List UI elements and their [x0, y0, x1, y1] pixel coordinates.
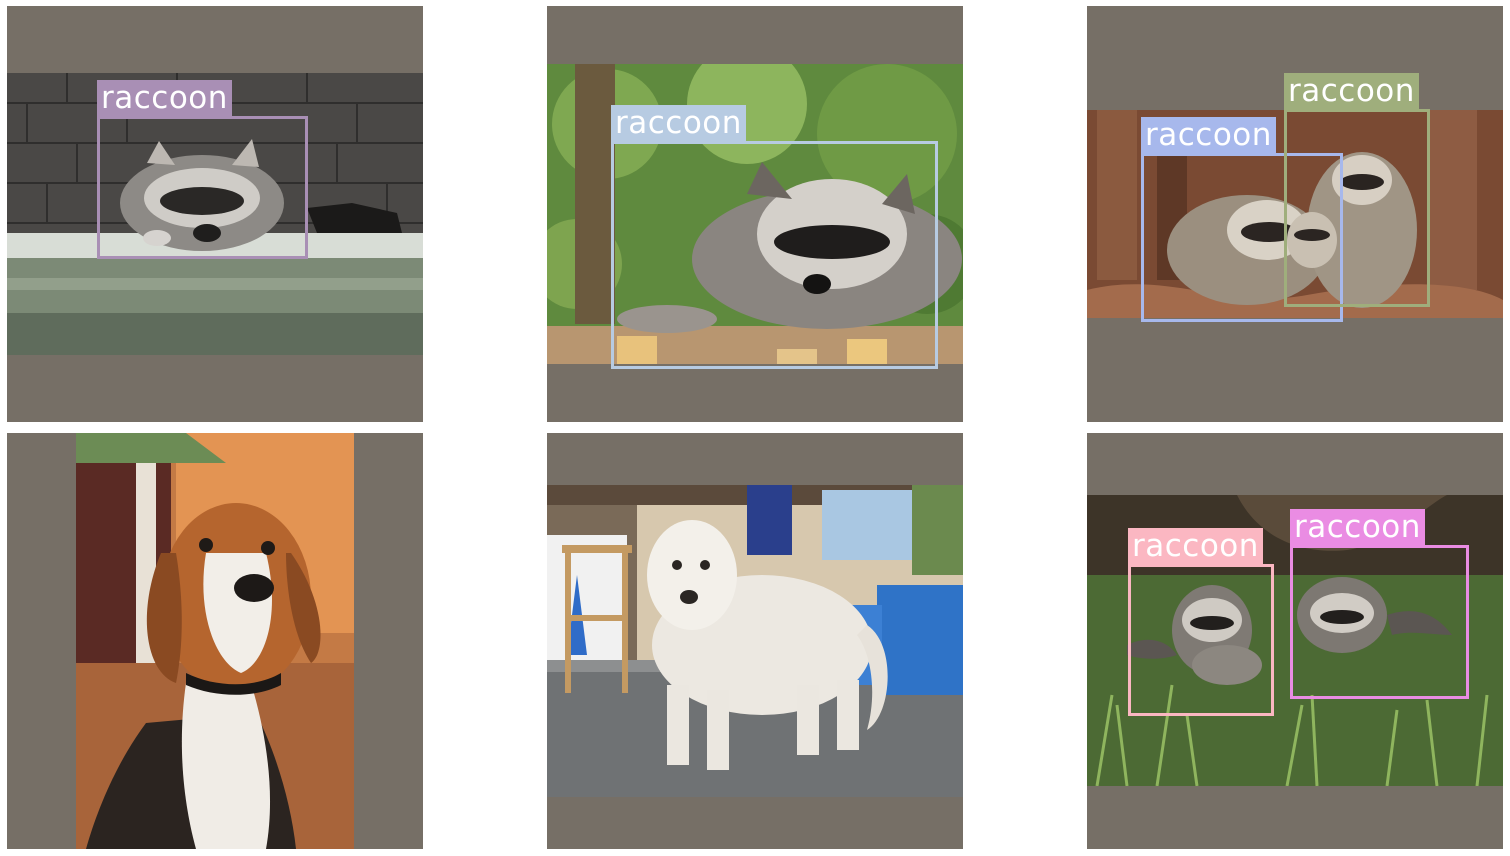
detection-label-2: raccoon — [611, 105, 746, 141]
photo-raccoons-roots — [1087, 110, 1503, 318]
detection-label-6a: raccoon — [1128, 528, 1263, 564]
bounding-box-6b — [1290, 545, 1469, 699]
detection-label-6b: raccoon — [1290, 509, 1425, 545]
detection-label-3b: raccoon — [1284, 73, 1419, 109]
image-tile-5 — [547, 433, 963, 849]
bounding-box-2 — [611, 141, 938, 369]
photo-beagle — [76, 433, 354, 849]
bounding-box-1 — [97, 116, 308, 259]
photo-white-dog — [547, 485, 963, 797]
image-tile-1: raccoon — [7, 6, 423, 422]
image-tile-3: raccoon raccoon — [1087, 6, 1503, 422]
image-tile-6: raccoon raccoon — [1087, 433, 1503, 849]
image-tile-4 — [7, 433, 423, 849]
detection-label-1: raccoon — [97, 80, 232, 116]
bounding-box-3b — [1284, 109, 1430, 307]
bounding-box-3a — [1141, 153, 1343, 322]
image-tile-2: raccoon — [547, 6, 963, 422]
bounding-box-6a — [1128, 564, 1274, 716]
detection-label-3a: raccoon — [1141, 117, 1276, 153]
